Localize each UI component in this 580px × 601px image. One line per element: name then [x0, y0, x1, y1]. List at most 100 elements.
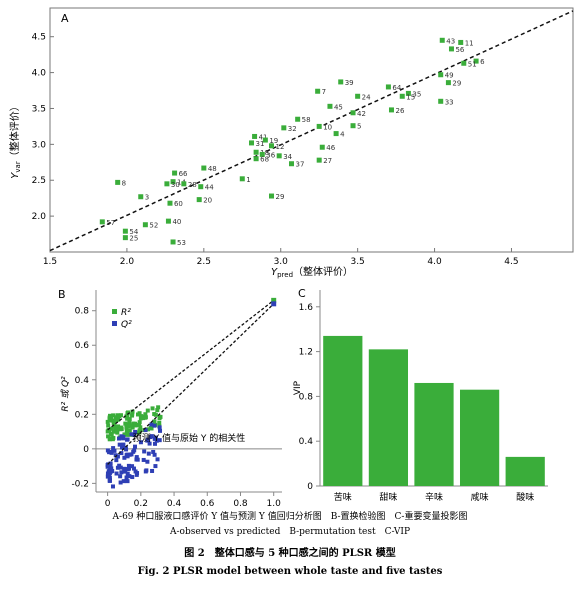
panel-a-point	[167, 200, 173, 206]
panel-a-point	[196, 197, 202, 203]
panel-a-point	[138, 194, 144, 200]
panel-a-point	[165, 218, 171, 224]
panel-c-ylabel: VIP	[293, 380, 303, 395]
panel-a-point-label: 8	[122, 179, 126, 187]
panel-b-permutation-point	[137, 422, 142, 427]
panel-b-permutation-point	[135, 430, 140, 435]
panel-b-permutation-point	[105, 471, 110, 476]
panel-b-permutation-point	[127, 420, 132, 425]
legend-r2-marker	[112, 309, 117, 314]
panel-a-point-label: 57	[106, 219, 115, 227]
panel-a-point	[239, 176, 245, 182]
panel-b-permutation-point	[125, 471, 130, 476]
panel-b-permutation-point	[109, 432, 114, 437]
panel-b-permutation-point	[105, 419, 110, 424]
panel-c-category-label: 酸味	[516, 491, 534, 503]
panel-b-permutation-point	[109, 426, 114, 431]
panel-b-permutation-point	[136, 412, 141, 417]
panel-a-y-tick-label: 2.0	[32, 212, 47, 222]
panel-a-point	[316, 157, 322, 163]
panel-a-point	[262, 137, 268, 143]
panel-b-permutation-point	[127, 417, 132, 422]
panel-a-point-label: 27	[323, 157, 332, 165]
panel-a-x-tick-label: 1.5	[43, 257, 57, 267]
panel-b-permutation-point	[130, 475, 135, 480]
panel-b-permutation-point	[124, 475, 129, 480]
panel-b-permutation-point	[113, 427, 118, 432]
panel-c-label: C	[298, 287, 306, 300]
panel-a-point-label: 28	[188, 181, 197, 189]
panel-b-permutation-point	[121, 442, 126, 447]
panel-a-point-label: 56	[455, 46, 464, 54]
panel-a-point-label: 34	[283, 153, 292, 161]
panel-b-permutation-point	[151, 449, 156, 454]
panel-b-permutation-point	[146, 427, 151, 432]
panel-b-y-tick-label: 0.8	[75, 307, 90, 317]
panel-b-permutation-point	[106, 428, 111, 433]
panel-a-point-label: 68	[260, 156, 269, 164]
panel-c-bar	[414, 382, 454, 486]
panel-a-x-tick-label: 3.0	[274, 257, 289, 267]
panel-a-point	[461, 60, 467, 66]
panel-b-label: B	[58, 288, 66, 301]
panel-a-point-label: 66	[179, 170, 188, 178]
panel-b-permutation-point	[148, 425, 153, 430]
panel-b-permutation-point	[108, 413, 113, 418]
panel-b-permutation-point	[137, 420, 142, 425]
panel-b-permutation-point	[154, 438, 159, 443]
panel-a-point	[122, 228, 128, 234]
panel-b-y-tick-label: 0.4	[75, 376, 90, 386]
panel-a-point-label: 15	[406, 93, 415, 101]
panel-b-permutation-point	[105, 464, 110, 469]
panel-b-permutation-point	[146, 451, 151, 456]
panel-b-permutation-point	[138, 425, 143, 430]
panel-b-permutation-point	[111, 446, 116, 451]
panel-b-permutation-point	[117, 414, 122, 419]
panel-b-permutation: B 0 0.2 0.4 0.6 0.8 1.0 -0.2 0 0.2 0.4 0.6 0.8 R² Q…	[58, 288, 282, 509]
panel-b-permutation-point	[130, 464, 135, 469]
panel-b-permutation-point	[124, 432, 129, 437]
panel-a-point	[458, 39, 464, 45]
panel-c-y-tick-label: 1.6	[299, 303, 314, 313]
panel-b-permutation-point	[107, 478, 112, 483]
panel-a-point	[385, 84, 391, 90]
panel-b-permutation-point	[112, 424, 117, 429]
panel-a-point-label: 35	[412, 90, 421, 98]
panel-a-point-label: 25	[129, 235, 138, 243]
panel-b-x-tick-label: 0.2	[134, 499, 148, 509]
panel-a-point-label: 37	[296, 161, 305, 169]
panel-b-permutation-point	[116, 424, 121, 429]
panel-a-point-label: 46	[326, 144, 335, 152]
legend-q2-marker	[112, 321, 117, 326]
panel-b-permutation-point	[119, 425, 124, 430]
panel-b-permutation-point	[127, 452, 132, 457]
panel-a-point	[448, 46, 454, 52]
panel-b-permutation-point	[117, 436, 122, 441]
panel-a-xlabel: Ypred（整体评价）	[271, 265, 353, 279]
panel-b-permutation-point	[124, 425, 129, 430]
panel-c-bar	[459, 389, 500, 486]
panel-a-point	[316, 123, 322, 129]
panel-b-permutation-point	[130, 409, 135, 414]
panel-a-point	[405, 90, 411, 96]
panel-b-permutation-point	[149, 422, 154, 427]
panel-a-point-label: 60	[174, 200, 183, 208]
panel-b-permutation-point	[112, 448, 117, 453]
panel-a-point	[438, 98, 444, 104]
panel-b-permutation-point	[125, 479, 130, 484]
panel-b-permutation-point	[123, 446, 128, 451]
panel-b-permutation-point	[152, 452, 157, 457]
panel-b-permutation-point	[129, 432, 134, 437]
panel-a-point-label: 4	[340, 131, 345, 139]
panel-b-permutation-point	[117, 463, 122, 468]
legend-r2-label: R²	[121, 308, 131, 318]
panel-a-point	[438, 72, 444, 78]
panel-a-point-label: 45	[334, 103, 343, 111]
panel-b-permutation-point	[133, 444, 138, 449]
panel-b-permutation-point	[128, 423, 133, 428]
panel-b-legend: R² Q²	[112, 308, 132, 330]
panel-b-permutation-point	[114, 458, 119, 463]
panel-b-permutation-point	[157, 425, 162, 430]
panel-a-point-label: 36	[266, 151, 275, 159]
panel-a-point	[333, 131, 339, 137]
